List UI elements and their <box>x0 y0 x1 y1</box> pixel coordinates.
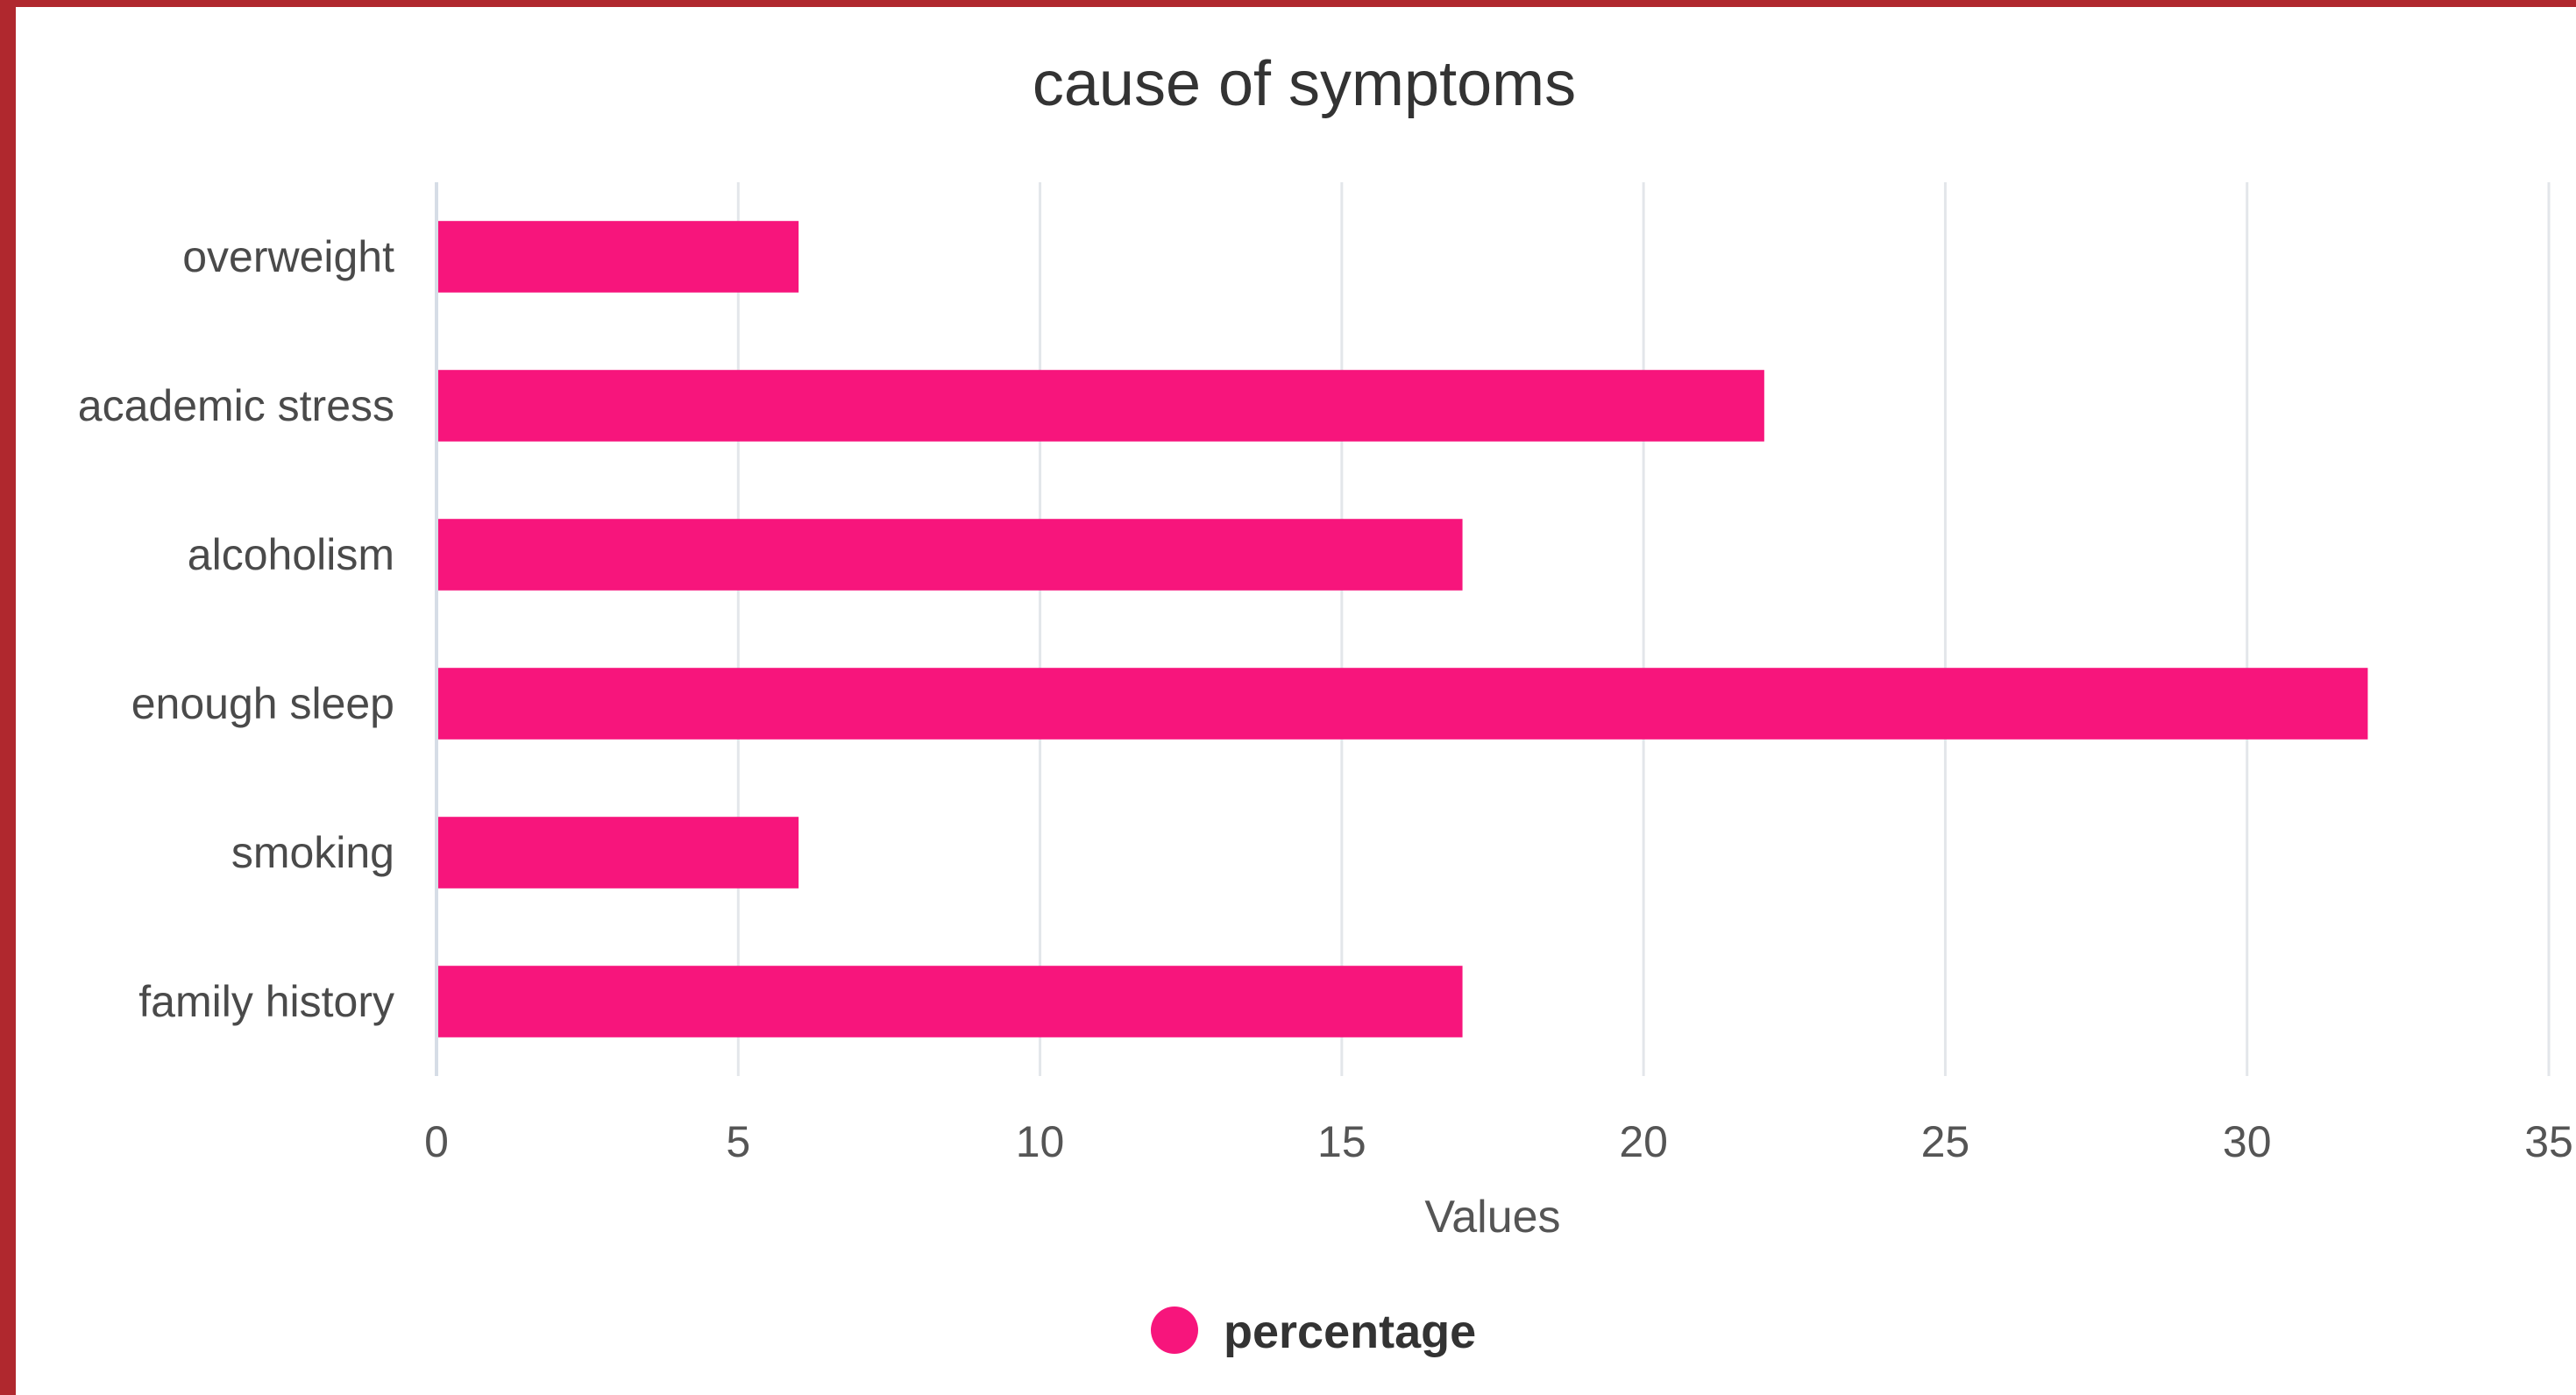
category-labels: overweight academic stress alcoholism enoug… <box>78 232 394 1026</box>
x-tick-label: 10 <box>1016 1117 1065 1166</box>
x-tick-label: 35 <box>2524 1117 2573 1166</box>
bar-family-history[interactable] <box>438 966 1463 1037</box>
legend[interactable]: percentage <box>1151 1306 1476 1358</box>
bar-smoking[interactable] <box>438 817 799 889</box>
gridlines <box>435 182 2551 1076</box>
category-label: overweight <box>182 232 394 281</box>
legend-label-percentage: percentage <box>1224 1306 1476 1358</box>
legend-swatch-percentage <box>1151 1306 1198 1354</box>
x-tick-labels: 0 5 10 15 20 25 30 35 <box>424 1117 2573 1166</box>
bars <box>438 221 2368 1037</box>
bar-alcoholism[interactable] <box>438 519 1463 591</box>
category-label: smoking <box>231 828 394 877</box>
x-tick-label: 20 <box>1619 1117 1668 1166</box>
bar-academic-stress[interactable] <box>438 370 1764 442</box>
chart-title: cause of symptoms <box>1033 49 1576 119</box>
x-tick-label: 30 <box>2223 1117 2272 1166</box>
category-label: family history <box>138 977 394 1026</box>
x-tick-label: 0 <box>424 1117 449 1166</box>
bar-enough-sleep[interactable] <box>438 668 2368 740</box>
x-tick-label: 25 <box>1921 1117 1970 1166</box>
category-label: academic stress <box>78 381 394 430</box>
category-label: alcoholism <box>188 530 394 579</box>
category-label: enough sleep <box>131 679 394 728</box>
bar-chart: cause of symptoms overweight academic str… <box>78 49 2573 1358</box>
bar-overweight[interactable] <box>438 221 799 293</box>
x-tick-label: 5 <box>726 1117 750 1166</box>
x-axis-title: Values <box>1424 1192 1560 1243</box>
x-tick-label: 15 <box>1317 1117 1366 1166</box>
